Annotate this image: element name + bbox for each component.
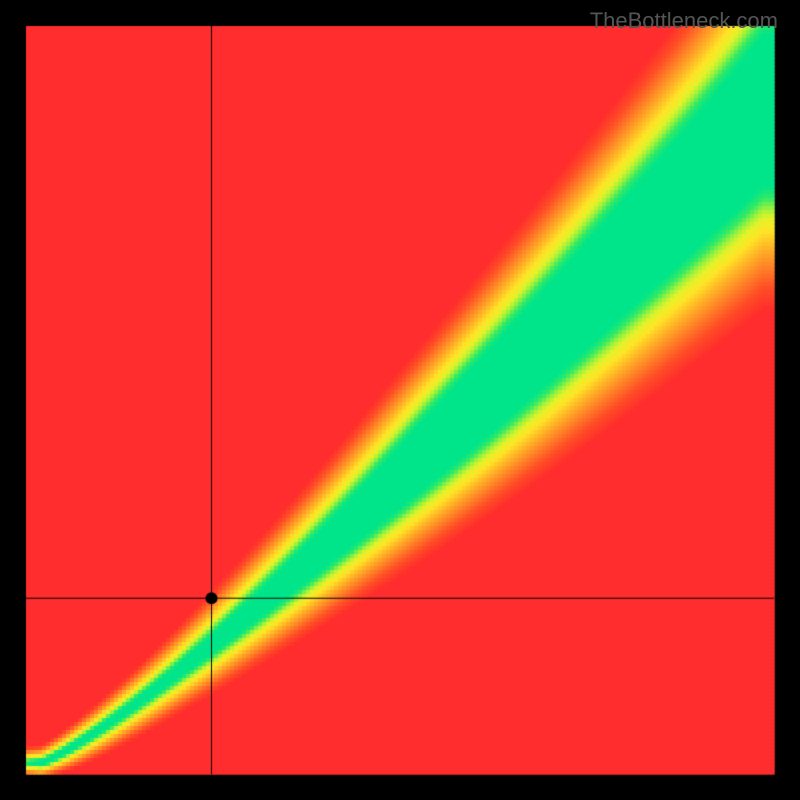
chart-container: TheBottleneck.com	[0, 0, 800, 800]
heatmap-canvas	[0, 0, 800, 800]
watermark-text: TheBottleneck.com	[590, 8, 778, 34]
